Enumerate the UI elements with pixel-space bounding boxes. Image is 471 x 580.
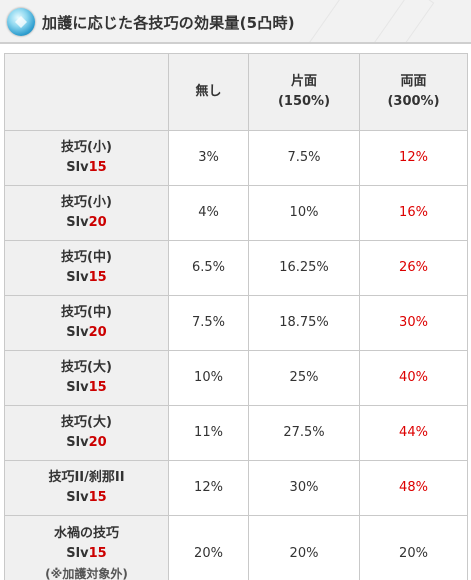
value-single: 10%	[248, 185, 360, 241]
value-double: 40%	[359, 350, 468, 406]
value-single: 27.5%	[248, 405, 360, 461]
corner-header-cell	[4, 53, 169, 131]
value-none: 10%	[168, 350, 249, 406]
value-none: 3%	[168, 130, 249, 186]
value-none: 6.5%	[168, 240, 249, 296]
value-none: 7.5%	[168, 295, 249, 351]
column-header-double: 両面 (300%)	[359, 53, 468, 131]
skill-level: Slv15	[66, 546, 107, 561]
table-row: 技巧(小) Slv20 4% 10% 16%	[4, 185, 468, 241]
value-double: 26%	[359, 240, 468, 296]
skill-name: 技巧(小)	[61, 195, 112, 210]
section-title: 加護に応じた各技巧の効果量(5凸時)	[42, 14, 295, 32]
value-single: 30%	[248, 460, 360, 516]
skill-name-cell: 技巧(中) Slv20	[4, 295, 169, 351]
value-single: 20%	[248, 515, 360, 580]
skill-name-cell: 技巧(小) Slv15	[4, 130, 169, 186]
table-row: 技巧(中) Slv20 7.5% 18.75% 30%	[4, 295, 468, 351]
value-none: 12%	[168, 460, 249, 516]
skill-name-cell: 技巧(小) Slv20	[4, 185, 169, 241]
skill-name-cell: 技巧II/刹那II Slv15	[4, 460, 169, 516]
value-double: 12%	[359, 130, 468, 186]
skill-name-cell: 技巧(中) Slv15	[4, 240, 169, 296]
value-single: 16.25%	[248, 240, 360, 296]
section-header: 加護に応じた各技巧の効果量(5凸時)	[0, 0, 471, 44]
skill-name: 技巧II/刹那II	[48, 470, 125, 485]
skill-name-cell: 技巧(大) Slv15	[4, 350, 169, 406]
table-row: 技巧(大) Slv15 10% 25% 40%	[4, 350, 468, 406]
value-double: 44%	[359, 405, 468, 461]
table-row: 水禍の技巧 Slv15 (※加護対象外) 20% 20% 20%	[4, 515, 468, 580]
value-single: 7.5%	[248, 130, 360, 186]
value-double: 20%	[359, 515, 468, 580]
value-double: 30%	[359, 295, 468, 351]
skill-level: Slv15	[66, 160, 107, 175]
value-single: 18.75%	[248, 295, 360, 351]
skill-name: 技巧(大)	[61, 360, 112, 375]
column-header-none: 無し	[168, 53, 249, 131]
water-gem-icon	[7, 8, 35, 36]
value-single: 25%	[248, 350, 360, 406]
column-header-single: 片面 (150%)	[248, 53, 360, 131]
skill-level: Slv15	[66, 380, 107, 395]
skill-name: 技巧(小)	[61, 140, 112, 155]
skill-level: Slv20	[66, 215, 107, 230]
skill-name-cell: 技巧(大) Slv20	[4, 405, 169, 461]
table-row: 技巧II/刹那II Slv15 12% 30% 48%	[4, 460, 468, 516]
skill-level: Slv15	[66, 490, 107, 505]
table-row: 技巧(中) Slv15 6.5% 16.25% 26%	[4, 240, 468, 296]
value-none: 11%	[168, 405, 249, 461]
skill-level: Slv20	[66, 325, 107, 340]
skill-level: Slv15	[66, 270, 107, 285]
value-none: 4%	[168, 185, 249, 241]
table-row: 技巧(小) Slv15 3% 7.5% 12%	[4, 130, 468, 186]
value-double: 48%	[359, 460, 468, 516]
skill-name: 技巧(中)	[61, 250, 112, 265]
effect-table: 無し 片面 (150%) 両面 (300%) 技巧(小) Slv15 3% 7.5% 1…	[4, 53, 468, 580]
table-header-row: 無し 片面 (150%) 両面 (300%)	[4, 53, 468, 131]
skill-name-cell: 水禍の技巧 Slv15 (※加護対象外)	[4, 515, 169, 580]
value-double: 16%	[359, 185, 468, 241]
skill-note: (※加護対象外)	[45, 567, 128, 580]
value-none: 20%	[168, 515, 249, 580]
skill-name: 技巧(大)	[61, 415, 112, 430]
skill-name: 水禍の技巧	[53, 526, 119, 541]
table-row: 技巧(大) Slv20 11% 27.5% 44%	[4, 405, 468, 461]
skill-level: Slv20	[66, 435, 107, 450]
skill-name: 技巧(中)	[61, 305, 112, 320]
